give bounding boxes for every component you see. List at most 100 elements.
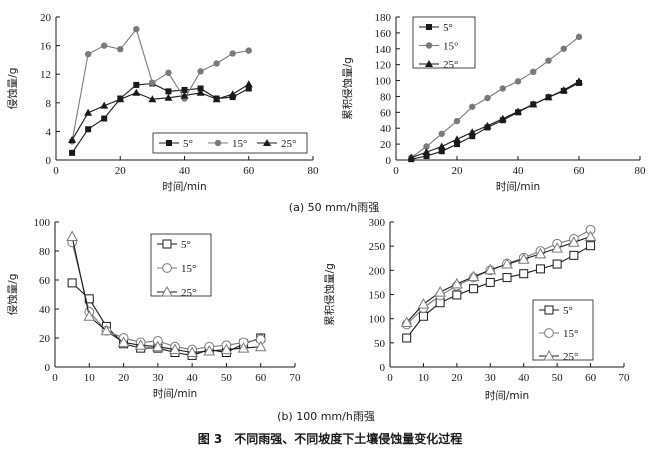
data-point [100,101,109,109]
x-tick-label: 60 [243,165,255,177]
y-tick-label: 180 [375,12,392,24]
data-point [544,93,553,101]
data-point [186,346,198,357]
legend-label: 15° [181,263,196,275]
data-point [552,259,562,269]
data-point [197,85,204,92]
x-tick-label: 70 [290,372,302,384]
data-point [68,135,77,143]
data-point [132,88,141,96]
data-point [407,153,416,161]
x-tick-label: 40 [513,165,525,177]
y-tick-label: 40 [39,304,51,316]
data-point [586,241,596,251]
data-point [196,88,205,96]
y-tick-label: 120 [375,60,392,72]
x-tick-label: 30 [485,372,497,384]
data-point [84,108,93,116]
legend-label: 25° [281,138,296,150]
data-point [519,269,529,279]
x-tick-label: 40 [179,165,191,177]
data-point [434,286,446,297]
data-point [417,298,430,309]
data-point [229,50,236,57]
data-point [499,85,506,92]
data-point [502,273,512,283]
data-point [501,258,513,269]
legend-marker [543,349,555,361]
y-tick-label: 200 [369,265,386,277]
data-point [402,333,412,343]
data-point [85,126,92,133]
data-point [418,311,428,321]
data-point [468,128,477,136]
data-point [220,343,233,355]
data-point [485,277,495,287]
legend-label: 15° [563,328,578,340]
y-tick-label: 0 [45,362,51,374]
data-point [245,85,252,92]
legend-label: 5° [181,239,191,251]
legend-label: 25° [563,351,578,363]
y-tick-label: 300 [369,217,386,229]
data-point [584,230,597,241]
legend-label: 25° [443,59,458,71]
data-point [67,278,77,288]
x-tick-label: 60 [574,165,586,177]
y-tick-label: 60 [39,275,51,287]
x-tick-label: 20 [451,372,463,384]
legend-label: 15° [443,41,458,53]
x-axis-label: 时间/min [153,387,197,400]
data-point [452,290,462,300]
legend-marker [425,60,433,67]
y-tick-label: 0 [386,155,392,167]
legend-marker [263,139,271,146]
data-point [148,95,157,103]
data-point [164,93,173,101]
data-point [453,117,461,125]
data-point [454,141,460,148]
x-tick-label: 20 [118,372,130,384]
data-point [165,69,172,76]
y-tick-label: 60 [380,107,392,119]
data-point [575,33,583,41]
data-point [514,78,522,85]
y-tick-label: 140 [375,44,392,56]
x-tick-label: 10 [84,372,96,384]
data-point [422,148,431,156]
x-tick-label: 40 [187,372,199,384]
legend-box [152,132,308,154]
data-point [453,135,461,143]
data-point [560,45,567,52]
data-point [244,80,253,88]
data-point [116,95,125,103]
x-tick-label: 0 [52,372,58,384]
x-tick-label: 80 [308,165,320,177]
data-point [212,95,221,103]
x-tick-label: 50 [552,372,564,384]
legend-marker [544,305,554,315]
legend-label: 15° [232,138,247,150]
data-point [535,264,545,274]
data-point [483,121,492,129]
x-tick-label: 60 [255,372,267,384]
x-tick-label: 60 [585,372,597,384]
data-point [69,149,76,156]
data-point [575,77,583,85]
data-point [101,115,108,122]
panel-a-caption: (a) 50 mm/h雨强 [289,201,379,214]
data-point [165,88,172,95]
data-point [84,50,92,58]
x-tick-label: 0 [387,372,393,384]
data-point [117,336,130,347]
legend-label: 5° [563,305,573,317]
y-tick-label: 8 [46,98,52,110]
data-point [530,68,537,76]
x-axis-label: 时间/min [496,180,540,193]
data-point [438,130,445,137]
data-point [149,79,156,86]
y-tick-label: 100 [375,76,392,88]
y-tick-label: 100 [34,217,51,229]
y-tick-label: 150 [369,290,386,302]
data-point [245,47,252,54]
